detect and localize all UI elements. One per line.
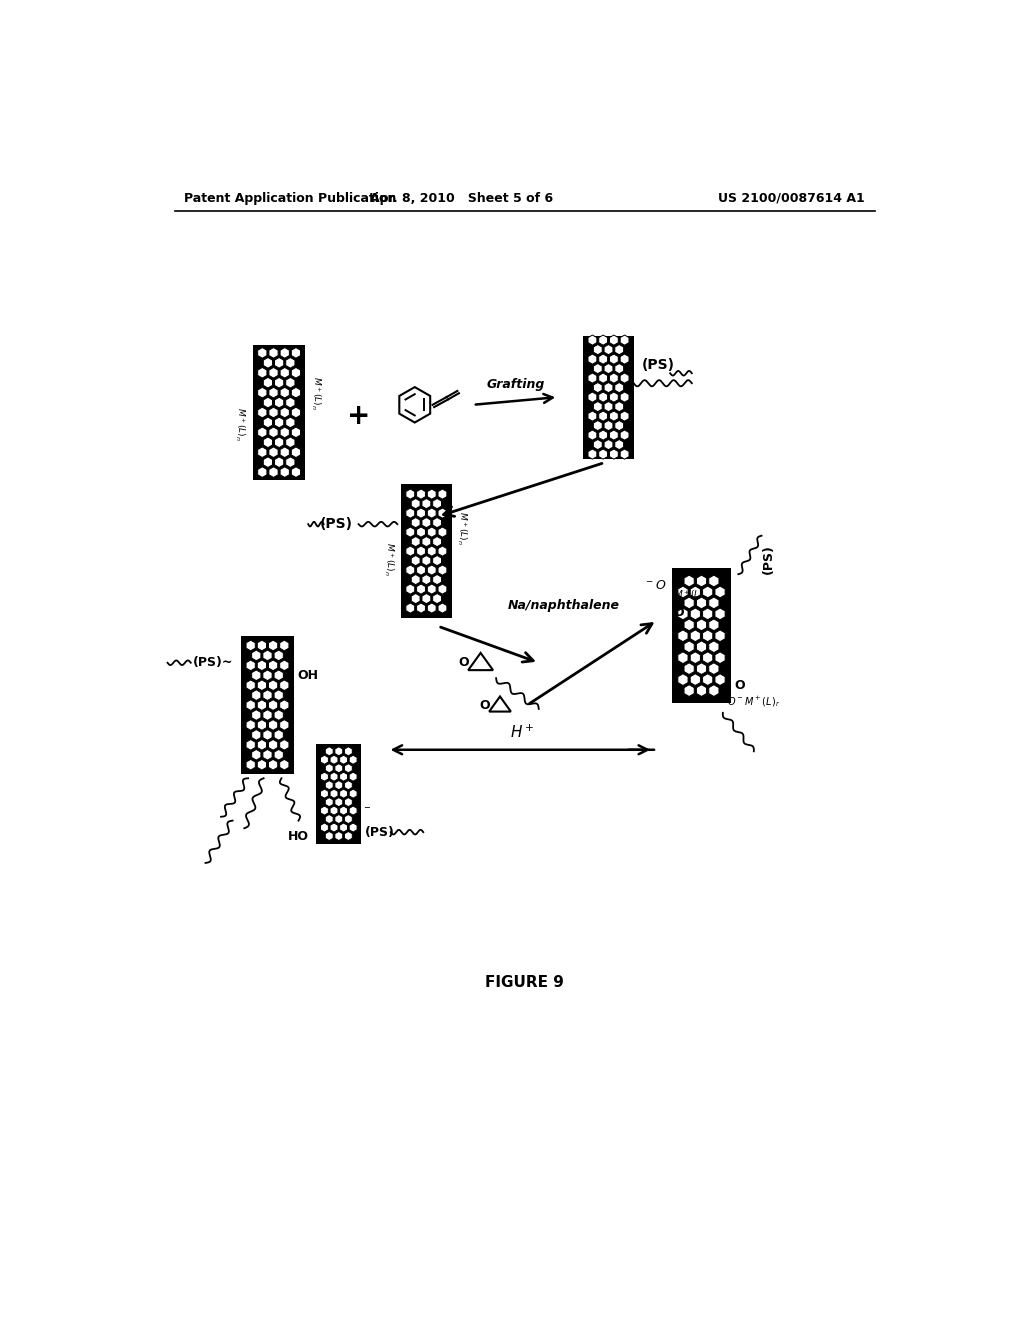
Text: FIGURE 9: FIGURE 9	[485, 974, 564, 990]
Text: HO: HO	[288, 829, 308, 842]
Text: $M^+(L)_n$: $M^+(L)_n$	[674, 589, 709, 602]
Text: (PS): (PS)	[321, 517, 353, 531]
Text: (PS): (PS)	[366, 825, 395, 838]
Text: $M^+(L)_n$: $M^+(L)_n$	[382, 541, 395, 576]
Bar	[241, 636, 294, 775]
Text: Na/naphthalene: Na/naphthalene	[508, 598, 620, 611]
Text: O: O	[734, 680, 745, 693]
Text: Patent Application Publication: Patent Application Publication	[183, 191, 396, 205]
Text: O: O	[458, 656, 469, 669]
Text: O: O	[674, 606, 684, 619]
Bar	[673, 569, 730, 704]
Bar	[253, 345, 305, 480]
Text: (PS): (PS)	[762, 544, 774, 574]
Bar	[316, 743, 361, 843]
Text: (PS)~: (PS)~	[193, 656, 233, 669]
Text: Grafting: Grafting	[486, 378, 545, 391]
Bar	[401, 483, 452, 619]
Text: $M^+(L)_n$: $M^+(L)_n$	[233, 407, 247, 441]
Text: $M^+(L)_n$: $M^+(L)_n$	[456, 511, 469, 545]
Text: $O^- M^+(L)_r$: $O^- M^+(L)_r$	[727, 694, 780, 709]
Text: (PS): (PS)	[641, 359, 675, 372]
Text: Apr. 8, 2010   Sheet 5 of 6: Apr. 8, 2010 Sheet 5 of 6	[370, 191, 553, 205]
Text: _: _	[364, 797, 369, 808]
Text: O: O	[479, 698, 490, 711]
Bar	[584, 335, 634, 459]
Text: OH: OH	[298, 669, 318, 682]
Text: $M^+(L)_n$: $M^+(L)_n$	[309, 376, 323, 411]
Text: US 2100/0087614 A1: US 2100/0087614 A1	[718, 191, 864, 205]
Text: $^-O$: $^-O$	[644, 579, 667, 593]
Text: $H^+$: $H^+$	[510, 723, 535, 741]
Text: +: +	[347, 403, 371, 430]
